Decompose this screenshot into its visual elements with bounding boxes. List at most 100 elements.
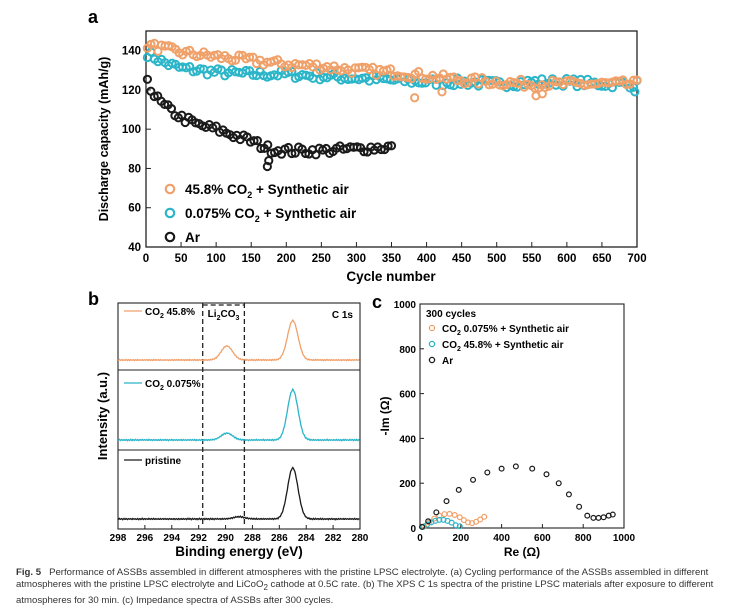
- a-point-orange: [414, 66, 424, 77]
- c-point-black: [419, 523, 426, 530]
- c-ytick-label: 1000: [394, 300, 417, 311]
- panel-c-ylabel: -Im (Ω): [378, 397, 392, 436]
- b-xtick-label: 286: [271, 533, 288, 544]
- a-point-teal: [241, 65, 251, 76]
- a-point-black: [386, 141, 397, 151]
- c-point-black: [433, 509, 440, 516]
- a-xtick-label: 600: [557, 253, 576, 265]
- a-point-orange: [628, 75, 639, 85]
- a-point-black: [359, 147, 369, 157]
- c-point-black: [512, 463, 519, 470]
- panel-c: 0 200 400 600 800 1000 0 200 400 600 800 1000 300 c…: [378, 300, 636, 559]
- a-xtick-label: 400: [417, 253, 436, 265]
- a-point-black: [262, 161, 272, 172]
- c-point-orange: [456, 514, 463, 521]
- b-xtick-label: 290: [217, 533, 234, 544]
- a-point-black: [159, 99, 170, 109]
- a-point-black: [263, 140, 273, 150]
- panel-a-points: [142, 38, 642, 172]
- a-point-orange: [445, 72, 455, 82]
- a-ytick-label: 100: [122, 124, 141, 136]
- a-point-black: [249, 136, 259, 146]
- panel-a-letter: a: [88, 7, 99, 27]
- c-ytick-label: 600: [399, 390, 416, 401]
- a-point-teal: [195, 64, 205, 74]
- a-point-black: [256, 143, 266, 154]
- b-curve-teal: [117, 387, 360, 442]
- panel-b-xlabel: Binding energy (eV): [175, 544, 303, 559]
- legend-c-marker-orange: [428, 324, 436, 332]
- a-point-orange: [227, 56, 237, 66]
- panel-b-li2co3-label: Li2CO3: [208, 309, 240, 322]
- b-xtick-label: 284: [298, 533, 315, 544]
- figure-caption: Fig. 5 Performance of ASSBs assembled in…: [16, 567, 728, 607]
- a-point-black: [252, 136, 263, 146]
- a-point-orange: [437, 87, 447, 97]
- legend-c-marker-teal: [428, 340, 436, 348]
- caption-text-2: cathode at 0.5C rate. (b) The XPS C 1s s…: [16, 579, 714, 606]
- a-point-orange: [421, 74, 431, 84]
- panel-b-letter: b: [88, 289, 99, 309]
- panel-c-corner-label: 300 cycles: [426, 309, 476, 320]
- c-point-teal: [448, 519, 455, 526]
- c-point-black: [455, 486, 462, 493]
- b-xtick-label: 288: [244, 533, 261, 544]
- c-point-orange: [481, 513, 488, 520]
- a-ytick-label: 80: [128, 163, 141, 175]
- b-curve-orange: [117, 319, 360, 362]
- panel-a-ticks: 0 50 100 150 200 250 300 350 400 450 500 550 600 650 7…: [122, 46, 647, 265]
- c-point-black: [443, 498, 450, 505]
- c-point-orange: [477, 516, 484, 523]
- a-xtick-label: 150: [242, 253, 261, 265]
- panel-a-legend: 45.8% CO2 + Synthetic air 0.075% CO2 + S…: [164, 182, 357, 245]
- a-xtick-label: 500: [487, 253, 506, 265]
- b-xtick-label: 298: [110, 533, 127, 544]
- b-xtick-label: 294: [163, 533, 180, 544]
- c-point-teal: [456, 523, 463, 530]
- panel-b-ticks: 298 296 294 292 290 288 286 284 282 280: [110, 525, 369, 544]
- a-point-black: [376, 144, 386, 155]
- c-xtick-label: 800: [575, 533, 592, 544]
- a-point-teal: [630, 87, 640, 97]
- c-xtick-label: 600: [534, 533, 551, 544]
- b-curve-black: [117, 466, 360, 521]
- legend-label-orange: 45.8% CO2 + Synthetic air: [185, 182, 349, 200]
- a-ytick-label: 40: [128, 242, 141, 254]
- panel-c-xlabel: Re (Ω): [504, 545, 540, 559]
- caption-sub: 2: [263, 583, 268, 593]
- panel-c-points: [419, 463, 616, 530]
- panel-a: 0 50 100 150 200 250 300 350 400 450 500 550 600 650 7…: [97, 30, 647, 284]
- c-point-black: [590, 514, 597, 521]
- c-point-teal: [436, 516, 443, 523]
- a-xtick-label: 50: [175, 253, 188, 265]
- a-point-black: [264, 156, 274, 166]
- a-xtick-label: 550: [522, 253, 541, 265]
- c-point-black: [565, 491, 572, 498]
- a-xtick-label: 0: [143, 253, 149, 265]
- panel-a-ylabel: Discharge capacity (mAh/g): [97, 57, 111, 222]
- a-point-orange: [516, 74, 526, 84]
- a-point-orange: [209, 50, 219, 60]
- c-point-black: [529, 465, 536, 472]
- a-ytick-label: 140: [122, 46, 141, 58]
- legend-label-ar: Ar: [185, 230, 201, 245]
- panel-b-curves: [117, 319, 360, 521]
- a-point-orange: [410, 93, 420, 103]
- c-point-black: [609, 511, 616, 518]
- a-ytick-label: 120: [122, 85, 141, 97]
- a-point-teal: [248, 70, 258, 80]
- panel-c-ticks: 0 200 400 600 800 1000 0 200 400 600 800 1000: [394, 300, 636, 544]
- a-point-orange: [452, 75, 462, 86]
- a-xtick-label: 100: [207, 253, 226, 265]
- a-xtick-label: 200: [277, 253, 296, 265]
- legend-c-label-ar: Ar: [442, 356, 453, 367]
- a-xtick-label: 300: [347, 253, 366, 265]
- c-xtick-label: 0: [417, 533, 423, 544]
- panel-a-xlabel: Cycle number: [346, 269, 436, 284]
- a-point-orange: [632, 75, 642, 85]
- c-ytick-label: 400: [399, 434, 416, 445]
- label-pristine: pristine: [145, 456, 182, 467]
- b-xtick-label: 292: [190, 533, 207, 544]
- label-co2-45: CO2 45.8%: [145, 307, 195, 320]
- a-point-black: [300, 148, 311, 159]
